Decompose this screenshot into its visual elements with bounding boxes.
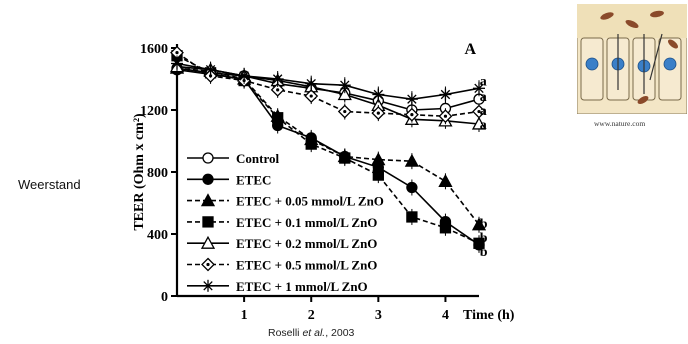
series-line — [176, 62, 480, 101]
data-point — [404, 107, 419, 122]
data-point — [270, 82, 285, 97]
legend-marker — [202, 173, 214, 185]
significance-label: b — [480, 231, 488, 246]
side-label: Weerstand — [18, 177, 81, 192]
significance-label: a — [480, 104, 487, 119]
data-point — [272, 112, 284, 124]
series-5 — [170, 44, 486, 125]
legend: Control ETEC ETEC + 0.05 mmol/L ZnO ETEC + … — [187, 151, 384, 294]
y-tick-label: 0 — [161, 290, 168, 305]
citation: Roselli et al., 2003 — [268, 327, 355, 339]
legend-label: ETEC + 1 mmol/L ZnO — [236, 279, 368, 294]
legend-marker — [201, 257, 215, 272]
series-line — [176, 52, 480, 118]
legend-label: ETEC + 0.05 mmol/L ZnO — [236, 194, 384, 209]
x-tick-label: 2 — [308, 308, 315, 323]
data-point — [204, 63, 217, 76]
x-axis-label: Time (h) — [463, 308, 515, 323]
y-tick-label: 400 — [147, 228, 168, 243]
series-layer — [169, 44, 487, 253]
legend-label: ETEC + 0.5 mmol/L ZnO — [236, 258, 377, 273]
data-point — [372, 169, 384, 181]
significance-label: a — [480, 118, 487, 133]
chart-axes: 0 400 800 1200 1600 1 2 3 4 — [140, 42, 479, 323]
significance-label: b — [480, 217, 488, 232]
legend-entry-4: ETEC + 0.2 mmol/L ZnO — [187, 235, 377, 251]
data-point — [471, 116, 487, 130]
data-point — [171, 57, 183, 70]
data-point — [471, 217, 487, 231]
significance-label: b — [480, 245, 488, 260]
data-point — [406, 211, 418, 223]
data-point — [439, 222, 452, 234]
y-tick-label: 1600 — [140, 42, 168, 57]
x-tick-label: 1 — [241, 308, 248, 323]
legend-marker — [202, 216, 214, 228]
legend-entry-2: ETEC + 0.05 mmol/L ZnO — [187, 193, 384, 209]
legend-marker — [200, 193, 216, 207]
data-point — [405, 93, 418, 106]
data-point — [473, 82, 485, 95]
panel-label: A — [464, 41, 476, 58]
data-point — [404, 153, 419, 167]
legend-entry-5: ETEC + 0.5 mmol/L ZnO — [187, 258, 377, 273]
data-point — [406, 181, 418, 194]
legend-entry-1: ETEC — [187, 172, 271, 187]
data-point — [337, 104, 352, 119]
legend-marker — [200, 235, 216, 249]
legend-label: Control — [236, 151, 279, 166]
y-axis-label: TEER (Ohm x cm²) — [132, 113, 147, 231]
data-point — [371, 106, 386, 121]
data-point — [338, 79, 351, 92]
data-point — [472, 104, 486, 119]
data-point — [271, 73, 284, 85]
data-point — [473, 237, 485, 249]
x-tick-label: 4 — [442, 308, 449, 323]
legend-label: ETEC + 0.2 mmol/L ZnO — [236, 236, 377, 251]
image-source: www.nature.com — [594, 119, 646, 128]
y-tick-label: 1200 — [140, 104, 168, 119]
significance-label: a — [480, 75, 487, 90]
legend-entry-0: Control — [187, 151, 279, 166]
legend-label: ETEC + 0.1 mmol/L ZnO — [236, 215, 377, 230]
data-point — [438, 173, 453, 187]
data-point — [238, 69, 251, 82]
legend-marker — [202, 152, 214, 164]
data-point — [372, 88, 385, 101]
legend-entry-3: ETEC + 0.1 mmol/L ZnO — [187, 215, 377, 230]
x-tick-label: 3 — [375, 308, 382, 323]
data-point — [438, 109, 453, 124]
series-0 — [171, 60, 485, 118]
data-point — [305, 138, 317, 150]
intestinal-cells-illustration — [577, 4, 687, 114]
data-point — [339, 152, 351, 164]
data-point — [337, 87, 352, 101]
data-point — [305, 77, 318, 90]
legend-label: ETEC — [236, 172, 271, 187]
y-tick-label: 800 — [147, 166, 168, 181]
significance-label: a — [480, 90, 487, 105]
series-6 — [171, 55, 485, 108]
legend-entry-6: ETEC + 1 mmol/L ZnO — [187, 279, 368, 294]
legend-marker — [202, 279, 214, 292]
data-point — [439, 88, 452, 101]
data-point — [304, 89, 319, 103]
data-point — [371, 152, 386, 166]
series-line — [176, 67, 480, 226]
